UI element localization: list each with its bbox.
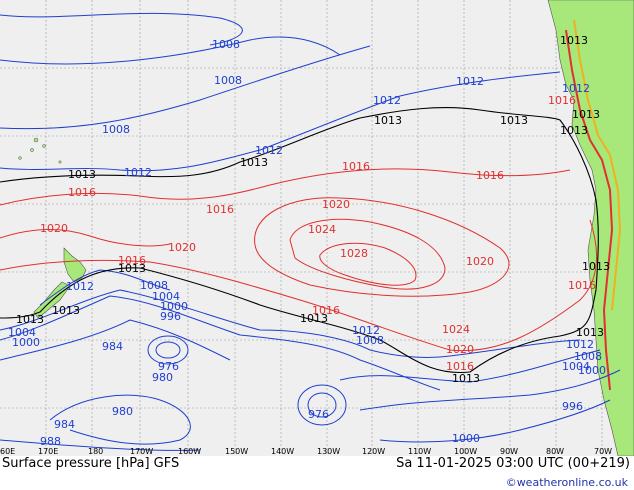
- isobar-label: 1020: [446, 343, 474, 356]
- tick-label: 100W: [454, 447, 477, 456]
- isobar-label: 976: [308, 408, 329, 421]
- isobar-label: 1016: [548, 94, 576, 107]
- isobar-label: 1024: [308, 223, 336, 236]
- isobar-label: 1013: [240, 156, 268, 169]
- isobar-label: 1016: [118, 254, 146, 267]
- isobar-label: 1020: [322, 198, 350, 211]
- isobar-label: 996: [562, 400, 583, 413]
- isobar-label: 980: [112, 405, 133, 418]
- tick-label: 170W: [130, 447, 153, 456]
- tick-label: 130W: [317, 447, 340, 456]
- isobar-label: 1016: [68, 186, 96, 199]
- isobar-label: 1013: [374, 114, 402, 127]
- isobar-label: 1008: [102, 123, 130, 136]
- low-isobars: [0, 12, 621, 451]
- isobar-label: 1012: [66, 280, 94, 293]
- isobar-label: 1013: [572, 108, 600, 121]
- ocean-background: [0, 0, 634, 456]
- isobar-label: 1016: [568, 279, 596, 292]
- isobar-label: 984: [102, 340, 123, 353]
- isobar-label: 1013: [52, 304, 80, 317]
- tick-label: 110W: [408, 447, 431, 456]
- isobar-label: 1016: [446, 360, 474, 373]
- tick-label: 160W: [178, 447, 201, 456]
- isobar-labels-red: 1016 1016 1016 1016 1020 1024 1028 1020 …: [40, 94, 596, 373]
- isobar-label: 1012: [124, 166, 152, 179]
- tick-label: 70W: [594, 447, 612, 456]
- isobar-label: 988: [40, 435, 61, 448]
- pressure-map: 1008 1008 1008 1012 1012 1012 1012 1012 …: [0, 0, 634, 456]
- isobar-label: 1013: [118, 262, 146, 275]
- isobar-labels-blue: 1008 1008 1008 1012 1012 1012 1012 1012 …: [8, 38, 606, 448]
- isobar-label: 1012: [562, 82, 590, 95]
- isobar-label: 1000: [12, 336, 40, 349]
- isobar-label: 1016: [312, 304, 340, 317]
- isobar-label: 1012: [352, 324, 380, 337]
- credit-link[interactable]: ©weatheronline.co.uk: [505, 476, 628, 489]
- isobar-label: 1004: [8, 326, 36, 339]
- tick-label: 180: [88, 447, 103, 456]
- andes-relief: [565, 19, 622, 391]
- isobar-label: 1016: [206, 203, 234, 216]
- high-isobars: [0, 168, 598, 352]
- isobar-label: 980: [152, 371, 173, 384]
- isobar-label: 1028: [340, 247, 368, 260]
- isobar-label: 1008: [140, 279, 168, 292]
- tick-label: 60E: [0, 447, 15, 456]
- isobar-label: 1013: [452, 372, 480, 385]
- isobar-label: 1020: [40, 222, 68, 235]
- tick-label: 150W: [225, 447, 248, 456]
- isobar-label: 1004: [152, 290, 180, 303]
- isobar-label: 1020: [466, 255, 494, 268]
- isobar-label: 976: [158, 360, 179, 373]
- isobar-labels-black: 1013 1013 1013 1013 1013 1013 1013 1013 …: [16, 34, 610, 385]
- valid-time: Sa 11-01-2025 03:00 UTC (00+219): [396, 456, 630, 471]
- isobar-label: 1012: [373, 94, 401, 107]
- isobar-label: 1008: [214, 74, 242, 87]
- isobar-label: 1008: [212, 38, 240, 51]
- isobar-label: 1008: [356, 334, 384, 347]
- isobar-label: 1013: [16, 313, 44, 326]
- isobar-label: 1013: [560, 124, 588, 137]
- tick-label: 140W: [271, 447, 294, 456]
- isobar-label: 1012: [456, 75, 484, 88]
- tick-label: 90W: [500, 447, 518, 456]
- isobar-label: 1004: [562, 360, 590, 373]
- isobar-label: 984: [54, 418, 75, 431]
- isobar-label: 1013: [560, 34, 588, 47]
- isobar-label: 1000: [578, 364, 606, 377]
- isobar-label: 1013: [68, 168, 96, 181]
- isobar-label: 1013: [500, 114, 528, 127]
- isobar-label: 1016: [476, 169, 504, 182]
- isobar-label: 1013: [300, 312, 328, 325]
- isobar-label: 1024: [442, 323, 470, 336]
- mean-isobar: [0, 107, 599, 374]
- tick-label: 80W: [546, 447, 564, 456]
- pacific-islands: [18, 137, 62, 164]
- isobar-label: 1016: [342, 160, 370, 173]
- isobar-label: 1012: [566, 338, 594, 351]
- isobar-label: 1008: [574, 350, 602, 363]
- map-footer: Surface pressure [hPa] GFS Sa 11-01-2025…: [0, 456, 634, 490]
- isobar-label: 996: [160, 310, 181, 323]
- tick-label: 120W: [362, 447, 385, 456]
- isobar-label: 1000: [452, 432, 480, 445]
- longitude-ticks: 60E 170E 180 170W 160W 150W 140W 130W 12…: [0, 447, 612, 456]
- tick-label: 170E: [38, 447, 58, 456]
- isobar-label: 1020: [168, 241, 196, 254]
- new-zealand-north: [63, 247, 87, 283]
- isobar-label: 1000: [160, 300, 188, 313]
- isobar-label: 1013: [576, 326, 604, 339]
- isobar-label: 1012: [255, 144, 283, 157]
- south-america-land: [547, 0, 634, 456]
- isobar-label: 1013: [582, 260, 610, 273]
- map-title: Surface pressure [hPa] GFS: [2, 456, 180, 471]
